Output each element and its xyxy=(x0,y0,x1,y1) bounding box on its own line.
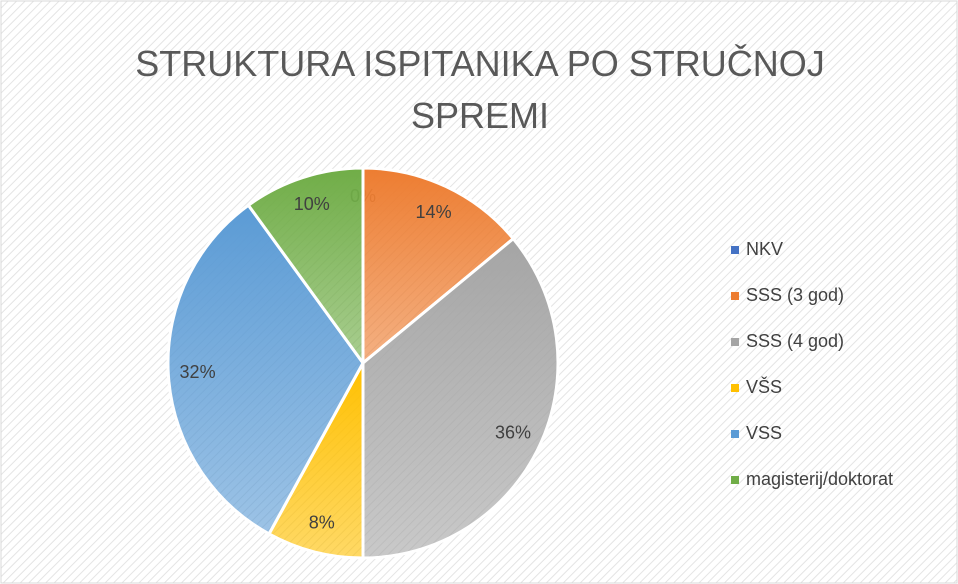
data-label: 10% xyxy=(294,194,330,214)
pie-slice xyxy=(361,236,560,560)
legend-label: SSS (3 god) xyxy=(746,285,844,305)
legend-swatch xyxy=(731,384,739,392)
pie-slice xyxy=(246,166,365,368)
legend-label: SSS (4 god) xyxy=(746,331,844,351)
legend-swatch xyxy=(731,292,739,300)
data-label: 32% xyxy=(180,362,216,382)
legend-label: VSS xyxy=(746,423,782,443)
legend-swatch xyxy=(731,430,739,438)
legend-label: magisterij/doktorat xyxy=(746,469,893,489)
pie-slice xyxy=(361,166,516,367)
data-label: 8% xyxy=(309,512,335,532)
legend-swatch xyxy=(731,338,739,346)
legend-swatch xyxy=(731,246,739,254)
pie-slice xyxy=(166,203,365,536)
legend-label: VŠS xyxy=(746,376,782,397)
pie-slice xyxy=(267,362,365,560)
data-label: 36% xyxy=(495,422,531,442)
data-label: 14% xyxy=(416,202,452,222)
chart-title: STRUKTURA ISPITANIKA PO STRUČNOJ SPREMI xyxy=(135,43,825,136)
legend-label: NKV xyxy=(746,239,783,259)
legend-swatch xyxy=(731,476,739,484)
